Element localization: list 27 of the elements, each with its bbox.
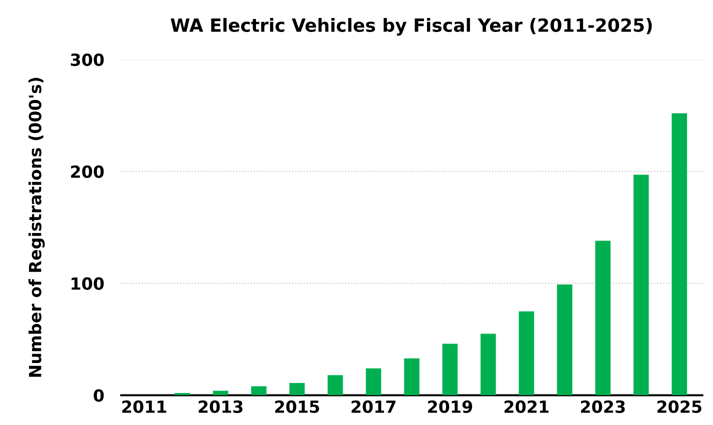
bar xyxy=(442,344,458,396)
x-tick-label: 2017 xyxy=(352,400,396,414)
bar xyxy=(672,113,688,396)
chart-title: WA Electric Vehicles by Fiscal Year (2011-2025) xyxy=(170,18,652,36)
y-tick-label: 300 xyxy=(70,53,104,66)
bar xyxy=(328,375,343,396)
bar xyxy=(480,334,496,396)
x-tick-label: 2015 xyxy=(275,400,320,414)
bar xyxy=(633,174,649,396)
bar xyxy=(404,358,420,396)
x-tick-label: 2019 xyxy=(428,400,472,414)
y-tick-label: 0 xyxy=(94,389,104,402)
bar xyxy=(289,382,305,396)
x-tick-label: 2013 xyxy=(198,400,242,414)
bar xyxy=(595,240,611,396)
x-tick-label: 2023 xyxy=(581,400,625,414)
bar xyxy=(251,386,266,396)
y-tick-label: 100 xyxy=(72,277,104,290)
y-tick-label: 200 xyxy=(71,165,104,178)
y-axis-title: Number of Registrations (000's) xyxy=(28,78,45,377)
bar xyxy=(212,390,228,396)
bar xyxy=(366,368,382,396)
x-tick-label: 2025 xyxy=(657,400,702,414)
bar xyxy=(518,311,534,396)
x-tick-label: 2011 xyxy=(122,400,166,414)
bar xyxy=(557,284,572,396)
x-tick-label: 2021 xyxy=(504,400,548,414)
